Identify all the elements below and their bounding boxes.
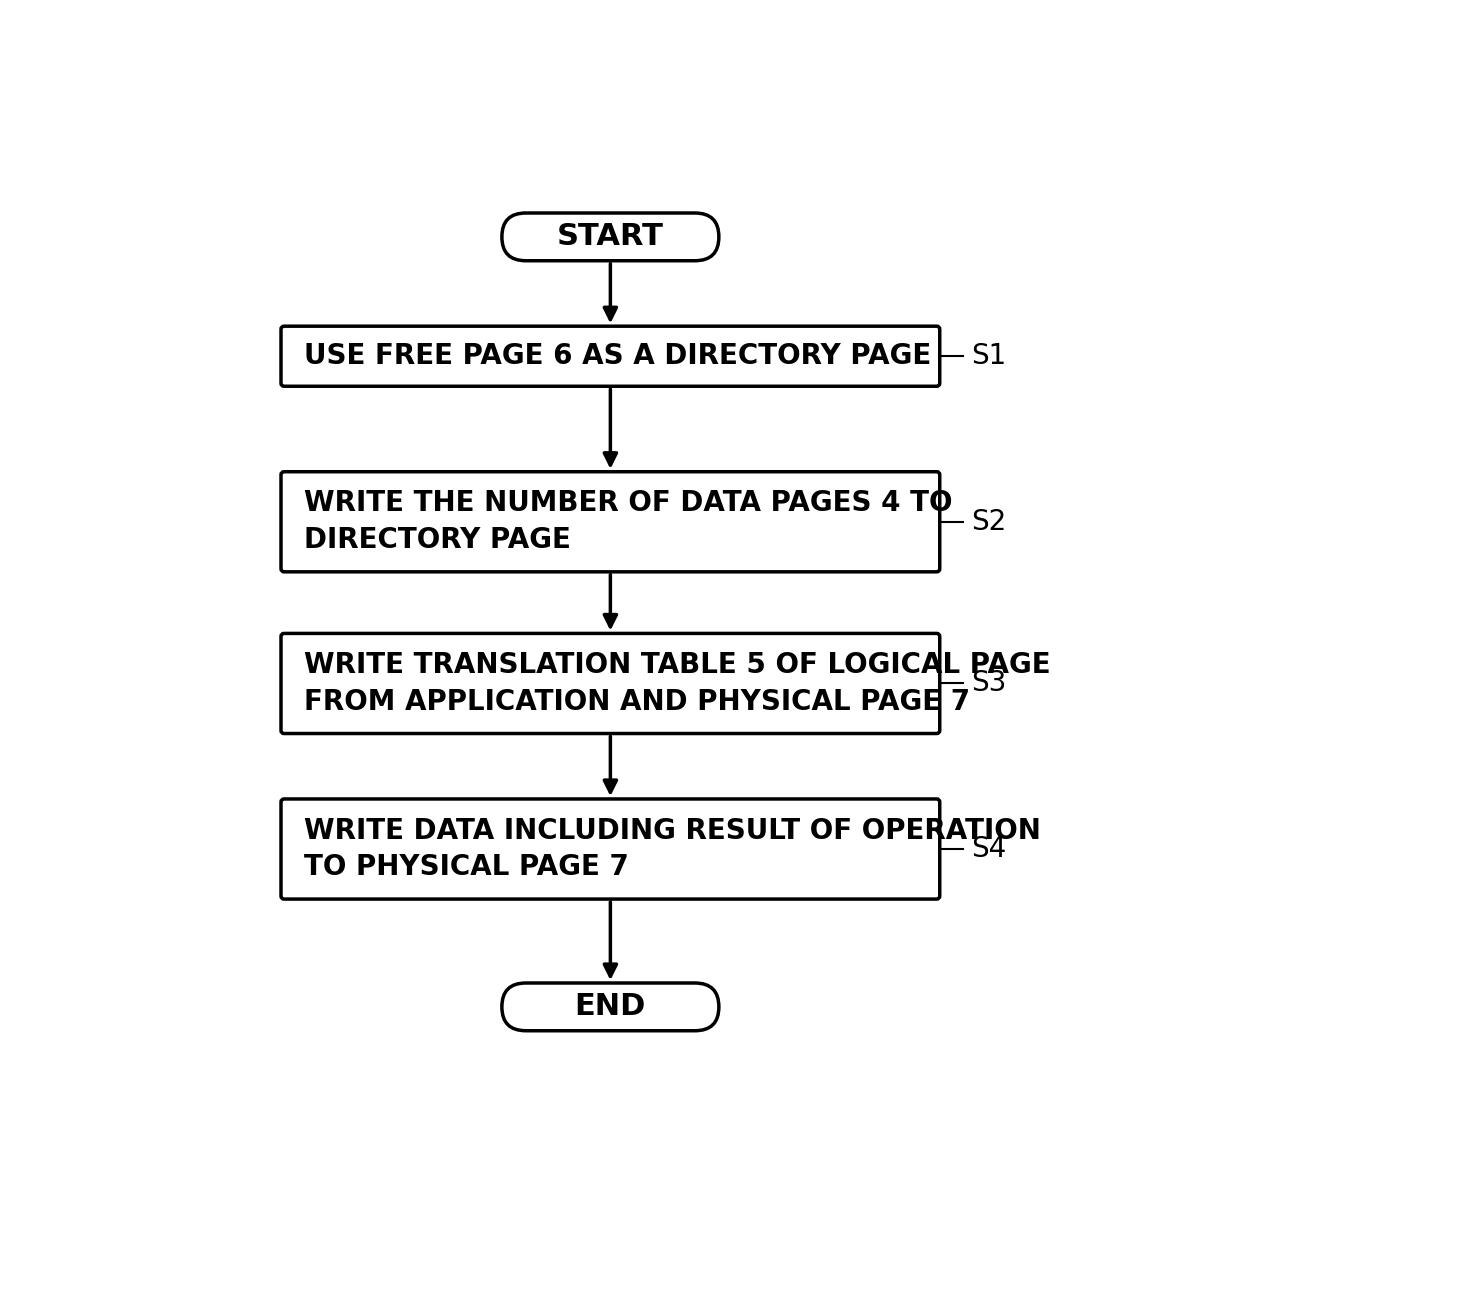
FancyBboxPatch shape [281, 326, 940, 386]
Text: WRITE THE NUMBER OF DATA PAGES 4 TO
DIRECTORY PAGE: WRITE THE NUMBER OF DATA PAGES 4 TO DIRE… [305, 490, 953, 554]
Text: WRITE DATA INCLUDING RESULT OF OPERATION
TO PHYSICAL PAGE 7: WRITE DATA INCLUDING RESULT OF OPERATION… [305, 817, 1041, 881]
FancyBboxPatch shape [502, 983, 719, 1031]
FancyBboxPatch shape [502, 213, 719, 261]
FancyBboxPatch shape [281, 471, 940, 572]
Text: S4: S4 [971, 835, 1006, 863]
Text: S3: S3 [971, 670, 1006, 697]
Text: WRITE TRANSLATION TABLE 5 OF LOGICAL PAGE
FROM APPLICATION AND PHYSICAL PAGE 7: WRITE TRANSLATION TABLE 5 OF LOGICAL PAG… [305, 651, 1050, 716]
Text: S1: S1 [971, 343, 1006, 370]
Text: END: END [574, 993, 647, 1022]
Text: S2: S2 [971, 508, 1006, 536]
Text: START: START [557, 222, 664, 251]
Text: USE FREE PAGE 6 AS A DIRECTORY PAGE: USE FREE PAGE 6 AS A DIRECTORY PAGE [305, 343, 931, 370]
FancyBboxPatch shape [281, 633, 940, 734]
FancyBboxPatch shape [281, 800, 940, 899]
